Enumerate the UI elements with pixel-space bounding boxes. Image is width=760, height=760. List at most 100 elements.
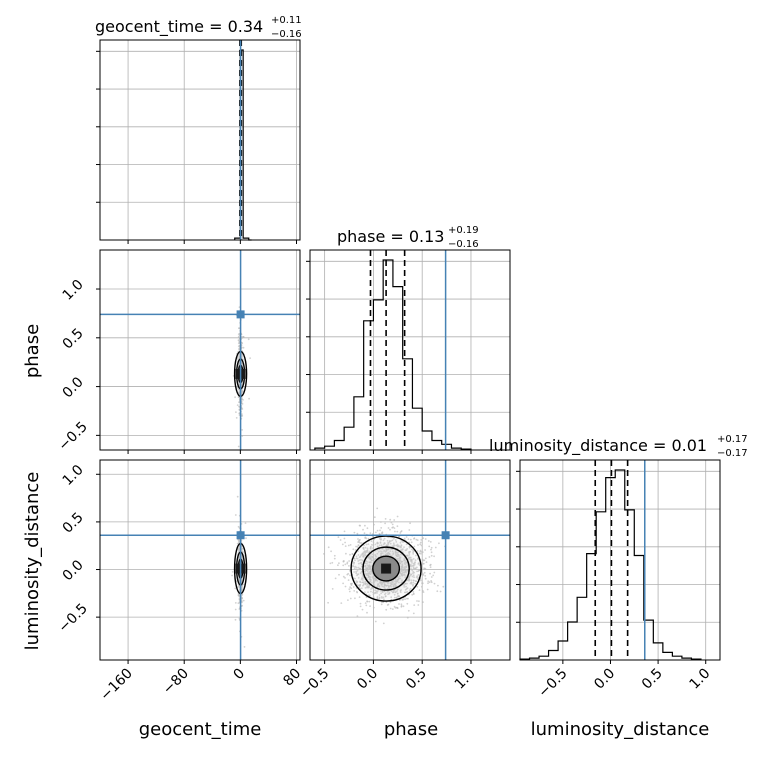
sample-point xyxy=(362,528,364,531)
sample-point xyxy=(236,404,239,406)
sample-point xyxy=(406,597,408,600)
sample-point xyxy=(357,538,359,540)
sample-point xyxy=(331,561,334,564)
sample-point xyxy=(231,574,234,577)
sample-point xyxy=(372,606,375,609)
sample-point xyxy=(373,523,375,526)
sample-point xyxy=(338,573,340,576)
sample-point xyxy=(242,346,245,349)
sample-point xyxy=(345,552,347,555)
xtick-label: 0.5 xyxy=(403,666,430,693)
sample-point xyxy=(359,524,361,527)
sample-point xyxy=(333,554,336,557)
sample-point xyxy=(416,539,419,541)
sample-point xyxy=(348,590,351,593)
sample-point xyxy=(237,445,240,448)
sample-point xyxy=(428,545,431,548)
sample-point xyxy=(371,533,374,535)
sample-point xyxy=(351,553,354,555)
sample-point xyxy=(422,537,425,540)
sample-point xyxy=(237,602,240,605)
sample-point xyxy=(385,608,388,611)
sample-point xyxy=(347,599,349,601)
sample-point xyxy=(426,588,429,591)
sample-point xyxy=(422,574,425,576)
sample-point xyxy=(421,582,424,585)
sample-point xyxy=(366,527,369,530)
sample-point xyxy=(349,597,352,600)
sample-point xyxy=(391,608,394,610)
title-luminosity-distance-lower: −0.17 xyxy=(717,448,748,459)
xtick-label: 0 xyxy=(231,666,249,684)
sample-point xyxy=(391,526,394,529)
sample-point xyxy=(425,561,428,563)
panel-luminosity-distance-vs-phase-frame xyxy=(309,459,511,661)
ytick-label: 0.0 xyxy=(60,374,87,401)
ytick-label: 1.0 xyxy=(60,462,87,489)
sample-point xyxy=(238,401,240,404)
sample-point xyxy=(393,605,396,608)
sample-point xyxy=(384,522,386,525)
sample-point xyxy=(418,552,421,555)
title-phase-upper: +0.19 xyxy=(448,225,479,236)
sample-point xyxy=(429,566,432,569)
sample-point xyxy=(379,529,381,532)
sample-point xyxy=(430,581,433,584)
panel-phase-vs-geocent-time-frame xyxy=(99,249,301,451)
sample-point xyxy=(438,542,440,545)
sample-point xyxy=(333,557,336,560)
sample-point xyxy=(406,602,409,605)
sample-point xyxy=(421,551,424,553)
sample-point xyxy=(400,603,403,606)
sample-point xyxy=(428,581,431,584)
sample-point xyxy=(430,548,432,551)
sample-point xyxy=(391,523,394,526)
sample-point xyxy=(433,571,436,574)
sample-point xyxy=(337,536,340,538)
sample-point xyxy=(418,600,420,603)
sample-point xyxy=(389,607,392,610)
sample-point xyxy=(359,605,362,608)
sample-point xyxy=(237,396,240,398)
sample-point xyxy=(235,411,237,413)
sample-point xyxy=(237,525,240,528)
sample-point xyxy=(416,600,418,602)
xtick-label: 1.0 xyxy=(686,666,713,693)
sample-point xyxy=(363,532,366,535)
sample-point xyxy=(376,507,379,510)
sample-point xyxy=(238,327,241,330)
sample-point xyxy=(419,549,422,552)
sample-point xyxy=(365,604,368,607)
sample-point xyxy=(342,575,345,578)
sample-point xyxy=(364,524,366,527)
sample-point xyxy=(344,577,346,579)
sample-point xyxy=(242,599,245,602)
sample-point xyxy=(422,601,424,603)
sample-point xyxy=(329,562,332,565)
sample-point xyxy=(380,527,383,529)
sample-point xyxy=(396,530,399,533)
sample-point xyxy=(337,564,339,567)
sample-point xyxy=(231,571,234,573)
sample-point xyxy=(430,554,433,557)
sample-point xyxy=(429,564,432,567)
title-luminosity-distance-upper: +0.17 xyxy=(717,434,748,445)
sample-point xyxy=(376,529,379,532)
sample-point xyxy=(242,336,245,338)
sample-point xyxy=(433,582,436,585)
sample-point xyxy=(237,339,240,342)
sample-point xyxy=(393,527,396,529)
sample-point xyxy=(236,495,239,498)
title-phase-lower: −0.16 xyxy=(448,239,479,250)
sample-point xyxy=(241,403,244,405)
contour-level-0 xyxy=(350,535,422,602)
sample-point xyxy=(359,602,362,605)
sample-point xyxy=(420,585,423,588)
xlabel-luminosity-distance: luminosity_distance xyxy=(531,719,710,740)
sample-point xyxy=(338,562,340,565)
sample-point xyxy=(339,539,342,541)
sample-point xyxy=(422,559,425,562)
panel-hist-phase-frame xyxy=(309,249,511,451)
sample-point xyxy=(240,594,243,597)
sample-point xyxy=(419,541,422,544)
